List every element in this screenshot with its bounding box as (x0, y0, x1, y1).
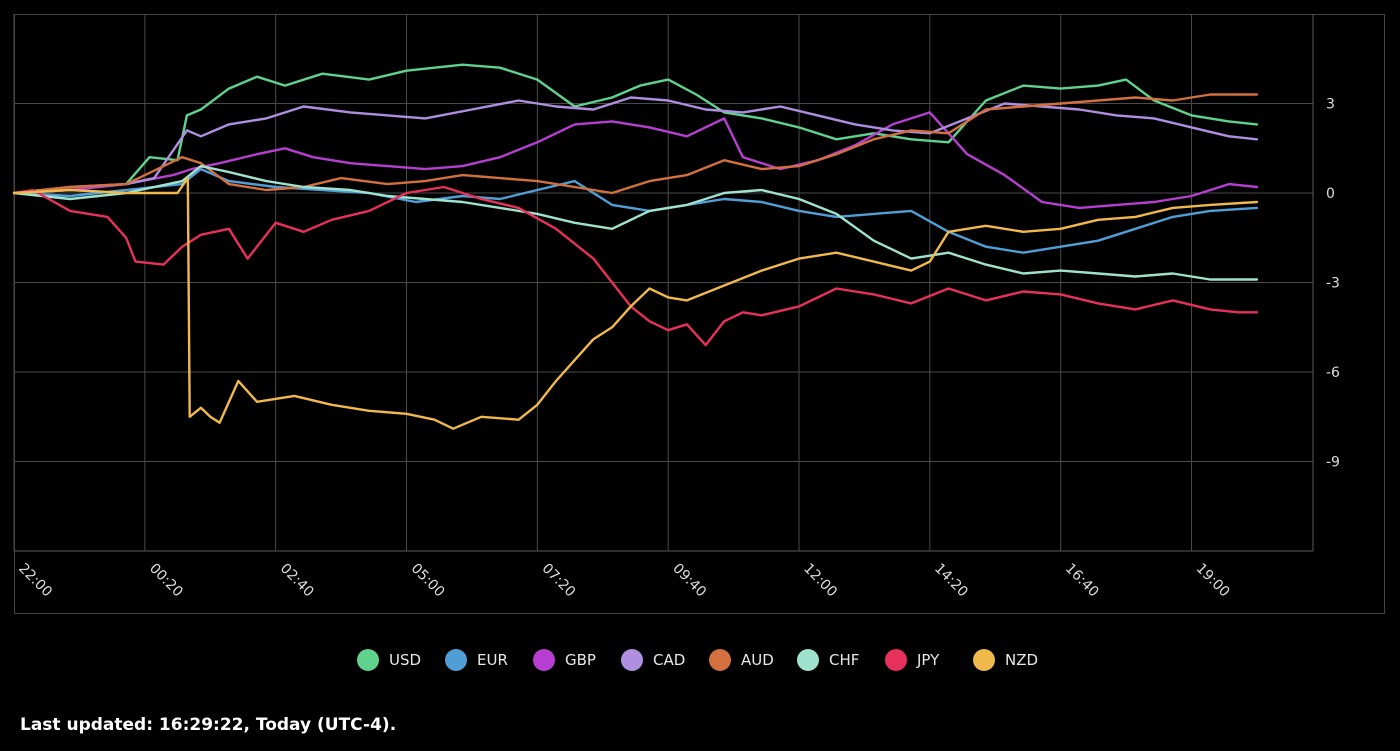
line-chart: 3 0 -3 -6 -9 22:00 00:20 02:40 05:00 07:20 09:40 1… (12, 14, 1340, 601)
legend-label: USD (389, 651, 422, 669)
legend-item-gbp[interactable]: GBP (533, 649, 603, 671)
x-tick-label: 02:40 (277, 561, 317, 601)
x-tick-label: 09:40 (669, 561, 709, 601)
x-tick-label: 22:00 (15, 561, 55, 601)
legend-swatch (885, 649, 907, 671)
legend-label: EUR (477, 651, 508, 669)
legend: USD EUR GBP CAD AUD CHF JPY NZD (0, 645, 1400, 675)
legend-label: CAD (653, 651, 686, 669)
grid (13, 14, 1314, 552)
series-lines (12, 63, 1259, 430)
legend-item-eur[interactable]: EUR (445, 649, 515, 671)
legend-swatch (973, 649, 995, 671)
y-tick-label: -9 (1326, 455, 1340, 471)
series-line-cad (12, 96, 1259, 195)
legend-item-chf[interactable]: CHF (797, 649, 867, 671)
y-axis-ticks: 3 0 -3 -6 -9 (1326, 97, 1340, 471)
legend-swatch (709, 649, 731, 671)
x-tick-label: 07:20 (539, 561, 579, 601)
x-tick-label: 05:00 (408, 561, 448, 601)
legend-item-cad[interactable]: CAD (621, 649, 691, 671)
legend-item-nzd[interactable]: NZD (973, 649, 1043, 671)
x-tick-label: 19:00 (1193, 561, 1233, 601)
legend-swatch (445, 649, 467, 671)
legend-label: JPY (917, 651, 940, 669)
series-line-eur (12, 167, 1259, 254)
legend-swatch (357, 649, 379, 671)
y-tick-label: -3 (1326, 276, 1340, 292)
legend-swatch (797, 649, 819, 671)
y-tick-label: 0 (1326, 186, 1335, 202)
x-tick-label: 16:40 (1062, 561, 1102, 601)
x-axis-ticks: 22:00 00:20 02:40 05:00 07:20 09:40 12:00 14:20… (15, 561, 1232, 601)
legend-item-jpy[interactable]: JPY (885, 649, 955, 671)
legend-label: CHF (829, 651, 860, 669)
x-tick-label: 14:20 (931, 561, 971, 601)
x-tick-label: 12:00 (800, 561, 840, 601)
legend-label: AUD (741, 651, 774, 669)
x-tick-label: 00:20 (146, 561, 186, 601)
series-line-chf (12, 164, 1259, 281)
legend-item-usd[interactable]: USD (357, 649, 427, 671)
series-line-jpy (12, 185, 1259, 347)
series-line-nzd (12, 176, 1259, 430)
legend-item-aud[interactable]: AUD (709, 649, 779, 671)
legend-label: GBP (565, 651, 596, 669)
last-updated-text: Last updated: 16:29:22, Today (UTC-4). (20, 715, 397, 735)
legend-label: NZD (1005, 651, 1039, 669)
y-tick-label: 3 (1326, 97, 1335, 113)
legend-swatch (533, 649, 555, 671)
series-line-gbp (12, 111, 1259, 210)
legend-swatch (621, 649, 643, 671)
series-line-aud (12, 93, 1259, 195)
y-tick-label: -6 (1326, 365, 1340, 381)
series-line-usd (12, 63, 1259, 195)
